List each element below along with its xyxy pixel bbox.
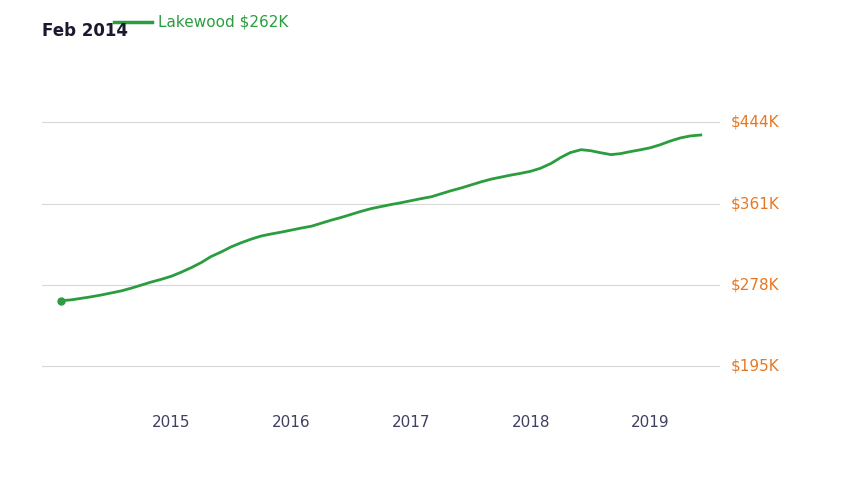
Text: $195K: $195K bbox=[731, 359, 780, 374]
Text: Lakewood $262K: Lakewood $262K bbox=[158, 14, 289, 29]
Text: $444K: $444K bbox=[731, 115, 780, 130]
Text: $278K: $278K bbox=[731, 278, 780, 293]
Text: $361K: $361K bbox=[731, 196, 780, 211]
Text: Feb 2014: Feb 2014 bbox=[42, 22, 128, 40]
